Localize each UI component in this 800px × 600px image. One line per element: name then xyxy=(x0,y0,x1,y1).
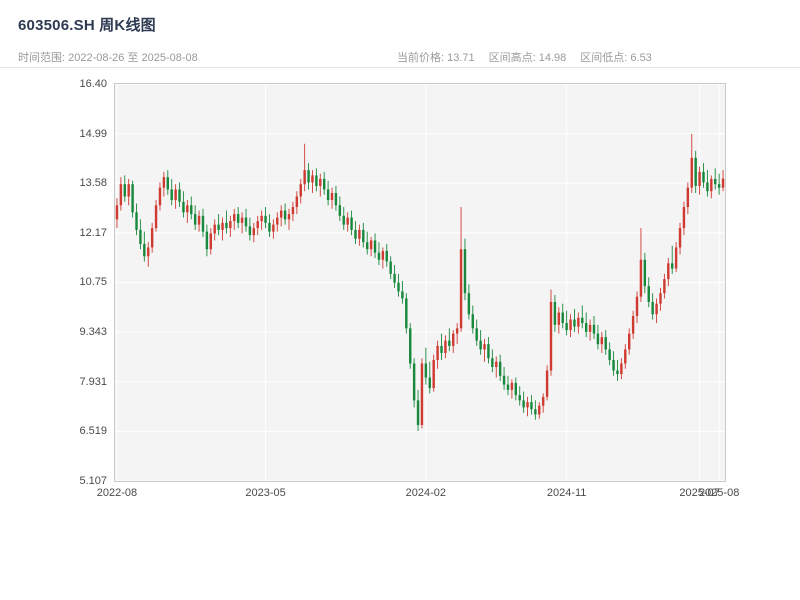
y-tick-label: 7.931 xyxy=(79,375,107,388)
x-tick-label: 2024-02 xyxy=(405,487,447,499)
date-range-label: 时间范围: 2022-08-26 至 2025-08-08 xyxy=(18,52,198,64)
x-tick-label: 2022-08 xyxy=(96,487,138,499)
y-tick-label: 13.58 xyxy=(79,177,107,190)
y-tick-label: 10.75 xyxy=(79,276,107,289)
page-title: 603506.SH 周K线图 xyxy=(18,17,156,34)
x-tick-label: 2024-11 xyxy=(546,487,587,499)
candlestick-chart xyxy=(115,84,725,481)
y-tick-label: 16.40 xyxy=(79,78,107,90)
y-tick-label: 6.519 xyxy=(79,425,107,438)
y-tick-label: 9.343 xyxy=(79,326,107,339)
header-divider xyxy=(0,67,800,68)
current-price-label: 当前价格: 13.71 xyxy=(397,52,475,64)
plot-area xyxy=(114,83,726,482)
x-tick-label: 2025-08 xyxy=(698,487,740,499)
x-axis-labels: 2022-08 2023-05 2024-02 2024-11 2025-07 2025-… xyxy=(97,487,740,503)
x-tick-label: 2023-05 xyxy=(245,487,286,499)
price-stats: 当前价格: 13.71 区间高点: 14.98 区间低点: 6.53 xyxy=(397,49,666,65)
x-tick-label: 2025-07 xyxy=(679,487,720,499)
range-low-label: 区间低点: 6.53 xyxy=(580,52,652,64)
range-high-label: 区间高点: 14.98 xyxy=(488,52,567,64)
y-tick-label: 5.107 xyxy=(79,475,107,487)
y-tick-label: 12.17 xyxy=(79,226,107,239)
y-axis-labels: 16.40 14.99 13.58 12.17 10.75 9.343 7.931 6.519… xyxy=(55,78,107,487)
y-tick-label: 14.99 xyxy=(79,127,107,140)
